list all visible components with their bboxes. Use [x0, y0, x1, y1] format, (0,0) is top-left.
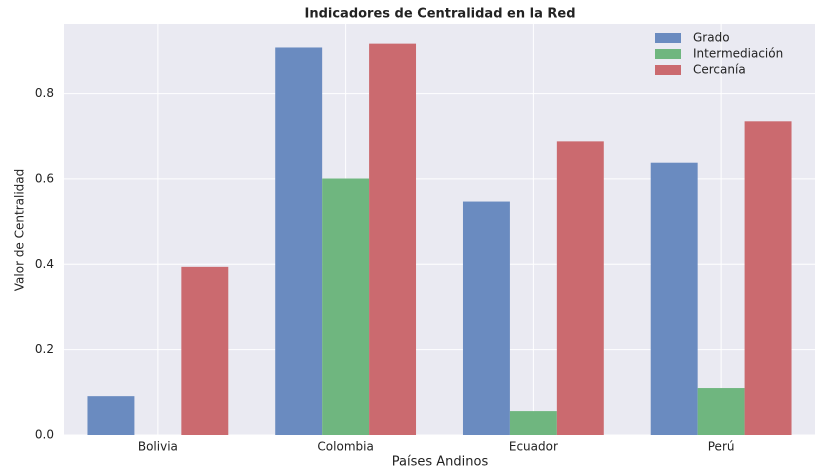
legend-swatch	[655, 33, 681, 43]
y-tick-label: 0.0	[35, 428, 54, 442]
legend-label: Cercanía	[693, 63, 746, 77]
bar	[744, 121, 792, 435]
bar	[462, 201, 510, 435]
x-tick-label: Colombia	[317, 440, 373, 454]
y-tick-label: 0.4	[35, 257, 54, 271]
bar	[369, 43, 417, 436]
bar	[556, 141, 604, 435]
bar	[181, 266, 229, 435]
bar	[87, 396, 135, 435]
legend-label: Grado	[693, 31, 730, 45]
legend-swatch	[655, 65, 681, 75]
chart-title: Indicadores de Centralidad en la Red	[304, 7, 575, 22]
legend-swatch	[655, 49, 681, 59]
x-axis-label: Países Andinos	[392, 455, 489, 470]
bar	[322, 178, 370, 435]
y-tick-label: 0.8	[35, 86, 54, 100]
y-tick-label: 0.6	[35, 171, 54, 185]
y-axis-label: Valor de Centralidad	[13, 169, 27, 291]
bar	[509, 411, 557, 435]
bar	[650, 162, 698, 436]
legend: Grado Intermediación Cercanía	[655, 31, 783, 77]
bar	[275, 47, 323, 436]
x-tick-label: Perú	[708, 440, 735, 454]
bar	[697, 388, 745, 435]
x-tick-label: Bolivia	[138, 440, 178, 454]
legend-label: Intermediación	[693, 47, 783, 61]
x-tick-label: Ecuador	[509, 440, 558, 454]
plot-area	[64, 24, 815, 435]
y-tick-label: 0.2	[35, 342, 54, 356]
